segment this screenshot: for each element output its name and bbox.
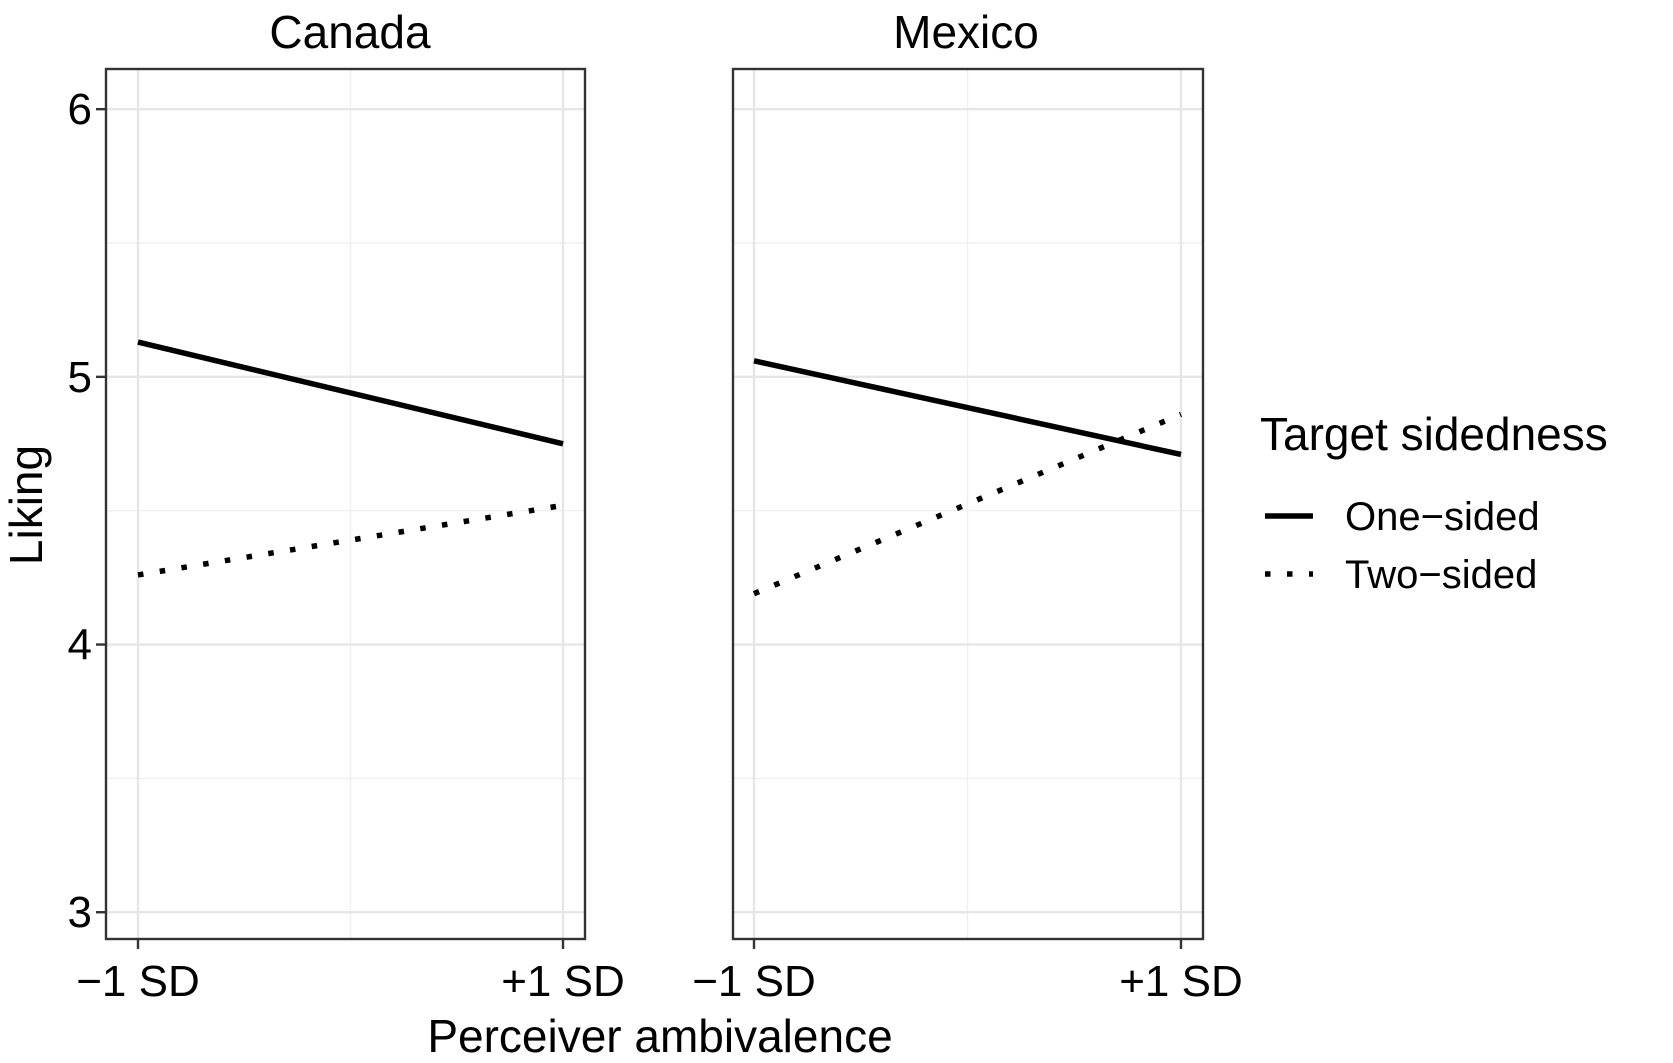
legend: Target sidedness One−sided Two−sided: [1260, 408, 1608, 597]
series-lines-canada: [137, 339, 564, 578]
y-axis-title: Liking: [0, 445, 52, 565]
line-solid-mexico: [753, 358, 1182, 458]
panel-mexico: Mexico −1 SD +1 SD: [692, 6, 1243, 1006]
x-ticks-canada: −1 SD +1 SD: [76, 939, 625, 1006]
y-tick-label-5: 5: [68, 353, 92, 402]
y-axis: 3 4 5 6: [68, 85, 106, 937]
series-lines-mexico: [752, 358, 1183, 597]
legend-label-two-sided: Two−sided: [1345, 553, 1537, 597]
gridlines-mexico: [733, 69, 1203, 939]
x-tick-label-canada-minus: −1 SD: [76, 957, 200, 1006]
x-axis-title: Perceiver ambivalence: [427, 1010, 892, 1062]
gridlines-canada: [106, 69, 585, 939]
panel-border-mexico: [731, 67, 1205, 941]
y-tick-label-4: 4: [68, 621, 92, 670]
line-solid-canada: [137, 339, 564, 447]
y-tick-label-3: 3: [68, 888, 92, 937]
facet-label-mexico: Mexico: [893, 6, 1039, 58]
x-ticks-mexico: −1 SD +1 SD: [692, 939, 1243, 1006]
legend-title: Target sidedness: [1260, 408, 1608, 460]
facet-label-canada: Canada: [269, 6, 431, 58]
panel-border-canada: [104, 67, 587, 941]
y-tick-label-6: 6: [68, 85, 92, 134]
panel-canada: Canada −1 SD +1 SD: [76, 6, 625, 1006]
legend-label-one-sided: One−sided: [1345, 495, 1540, 539]
x-tick-label-mexico-minus: −1 SD: [692, 957, 816, 1006]
x-tick-label-mexico-plus: +1 SD: [1119, 957, 1243, 1006]
x-tick-label-canada-plus: +1 SD: [501, 957, 625, 1006]
